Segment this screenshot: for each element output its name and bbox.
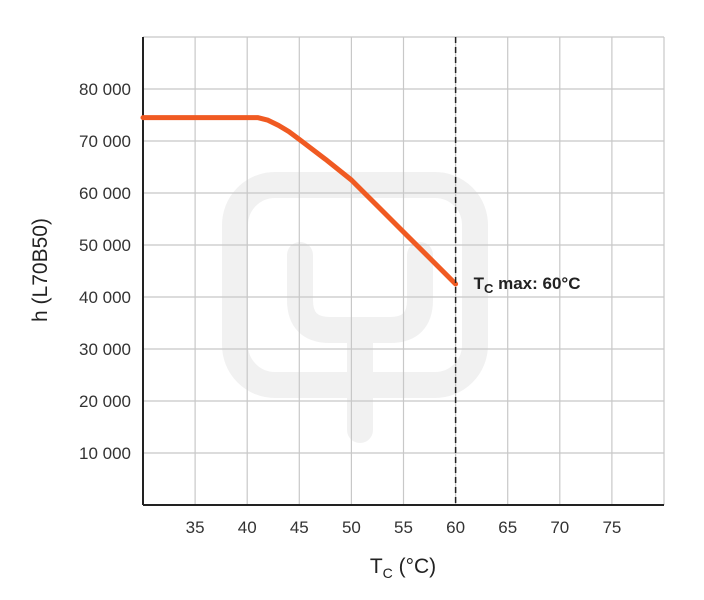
x-tick-label: 40 (238, 518, 257, 537)
y-tick-label: 20 000 (79, 392, 131, 411)
x-axis-title: TC (°C) (370, 555, 436, 581)
tc-max-label-main: T (474, 274, 485, 293)
watermark-logo (222, 172, 488, 443)
y-tick-label: 70 000 (79, 132, 131, 151)
tc-max-label-sub: C (484, 281, 494, 296)
y-tick-label: 60 000 (79, 184, 131, 203)
x-tick-label: 55 (394, 518, 413, 537)
y-axis-title: h (L70B50) (29, 218, 52, 322)
x-tick-label: 65 (498, 518, 517, 537)
x-tick-label: 35 (186, 518, 205, 537)
y-tick-label: 50 000 (79, 236, 131, 255)
tc-max-label: TC max: 60°C (474, 274, 581, 296)
y-tick-label: 10 000 (79, 444, 131, 463)
x-tick-label: 75 (602, 518, 621, 537)
tc-max-label-rest: max: 60°C (493, 274, 580, 293)
y-tick-label: 80 000 (79, 80, 131, 99)
y-tick-label: 30 000 (79, 340, 131, 359)
x-tick-label: 70 (550, 518, 569, 537)
x-axis-title-sub: C (383, 565, 393, 581)
series (140, 115, 459, 287)
x-tick-label: 45 (290, 518, 309, 537)
grid (143, 36, 665, 505)
lifetime-curve (140, 115, 459, 287)
x-axis-title-main: T (370, 555, 383, 578)
x-tick-label: 50 (342, 518, 361, 537)
tick-labels: 35 40 45 50 55 60 65 70 75 10 000 20 000 30 000 40 0… (79, 80, 621, 537)
annotation: TC max: 60°C (454, 37, 581, 505)
y-tick-label: 40 000 (79, 288, 131, 307)
axes (142, 37, 664, 506)
x-axis-title-unit: (°C) (393, 555, 436, 578)
x-tick-label: 60 (446, 518, 465, 537)
